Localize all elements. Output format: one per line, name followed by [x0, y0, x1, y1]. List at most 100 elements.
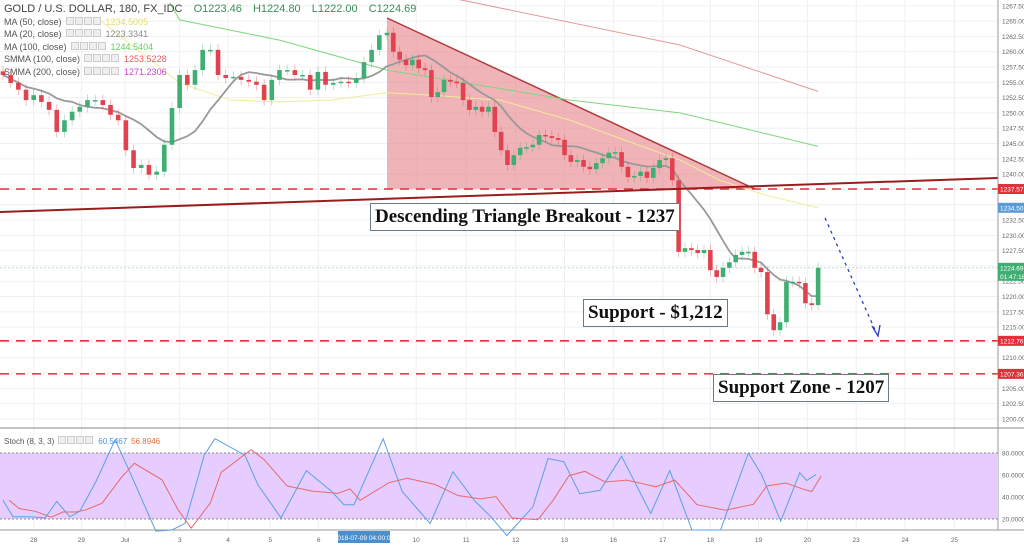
- price-tick-label: 1252.50: [1002, 95, 1024, 102]
- symbol-title[interactable]: GOLD / U.S. DOLLAR, 180, FX_IDC: [4, 3, 183, 15]
- candle-body: [714, 270, 719, 277]
- candle-body: [192, 70, 198, 85]
- candle-body: [391, 32, 396, 52]
- candle-body: [682, 248, 688, 252]
- candle-body: [765, 272, 770, 315]
- candle-body: [473, 106, 479, 110]
- candle-body: [429, 70, 434, 98]
- candle-body: [422, 68, 428, 71]
- candle-body: [574, 160, 580, 162]
- candle-body: [154, 171, 159, 175]
- candle-body: [131, 150, 136, 169]
- candle-body: [708, 250, 713, 271]
- settings-icons[interactable]: [84, 53, 120, 66]
- candle-body: [246, 79, 252, 82]
- candle-body: [31, 95, 37, 101]
- candle-body: [292, 70, 298, 75]
- indicator-label[interactable]: MA (50, close): [4, 16, 62, 27]
- candle-body: [460, 82, 466, 101]
- ohlc-open: O1223.46: [193, 3, 242, 15]
- settings-icons[interactable]: [84, 66, 120, 79]
- indicator-label[interactable]: SMMA (200, close): [4, 66, 81, 77]
- settings-icons[interactable]: [70, 41, 107, 54]
- arrow-head-icon: [871, 324, 881, 338]
- indicator-label[interactable]: MA (20, close): [4, 29, 62, 39]
- indicator-value: 1223.3341: [105, 29, 149, 39]
- candle-body: [69, 111, 75, 121]
- candle-body: [644, 171, 650, 178]
- date-tick-label: 25: [951, 537, 959, 544]
- stoch-k-line: [2, 437, 817, 537]
- smma100-line: [459, 0, 819, 92]
- candle-body: [346, 81, 351, 84]
- indicator-legend-row: SMMA (200, close) 1271.2306: [4, 66, 416, 79]
- candle-body: [441, 79, 447, 93]
- ohlc-high: H1224.80: [252, 3, 301, 15]
- price-tick-label: 1227.50: [1002, 248, 1024, 255]
- candle-body: [448, 79, 453, 82]
- candle-body: [467, 100, 472, 110]
- stoch-tick-label: 80.0000: [1002, 451, 1024, 458]
- candle-body: [315, 71, 321, 90]
- countdown-text: 01:47:18: [1000, 274, 1024, 281]
- candle-body: [505, 150, 510, 165]
- indicator-value: 1271.2306: [124, 66, 167, 77]
- candle-body: [0, 71, 6, 75]
- date-tick-label: 17: [659, 537, 667, 544]
- candle-body: [511, 155, 517, 165]
- candle-body: [612, 152, 618, 154]
- stoch-legend: Stoch (8, 3, 3) 60.5467 56.8946: [4, 436, 160, 446]
- settings-icons[interactable]: [65, 28, 102, 41]
- candle-body: [300, 74, 305, 77]
- candle-body: [361, 62, 367, 79]
- price-tick-label: 1222.50: [1002, 279, 1024, 286]
- date-tick-label: 13: [561, 537, 569, 544]
- candle-body: [587, 166, 593, 170]
- chart-legend: GOLD / U.S. DOLLAR, 180, FX_IDC O1223.46…: [4, 3, 416, 78]
- price-label-badge: [998, 184, 1024, 194]
- stoch-tick-label: 40.0000: [1002, 495, 1024, 502]
- candle-body: [746, 251, 751, 254]
- indicator-value: 1244.5404: [110, 41, 154, 52]
- date-tick-label: 12: [512, 537, 520, 544]
- indicator-label[interactable]: MA (100, close): [4, 41, 67, 52]
- candle-body: [663, 158, 669, 161]
- price-label-badge: [998, 335, 1024, 346]
- ascending-trendline: [0, 177, 999, 213]
- candle-body: [377, 35, 382, 50]
- candle-body: [269, 79, 275, 101]
- candle-body: [758, 267, 764, 273]
- candle-body: [619, 152, 624, 167]
- candle-body: [323, 71, 328, 85]
- annotation-breakout: Descending Triangle Breakout - 1237: [370, 203, 680, 231]
- price-label-text: 1212.76: [1000, 338, 1024, 345]
- stoch-label[interactable]: Stoch (8, 3, 3): [4, 436, 55, 446]
- price-tick-label: 1215.00: [1002, 325, 1024, 332]
- price-tick-label: 1202.50: [1002, 401, 1024, 408]
- candle-body: [238, 76, 244, 80]
- price-tick-label: 1260.00: [1002, 49, 1024, 56]
- settings-icons[interactable]: [58, 436, 94, 446]
- price-tick-label: 1267.50: [1002, 3, 1024, 10]
- price-tick-label: 1242.50: [1002, 156, 1024, 163]
- candle-body: [369, 49, 374, 63]
- candle-body: [23, 89, 29, 101]
- candle-body: [581, 160, 586, 167]
- price-tick-label: 1230.00: [1002, 233, 1024, 240]
- price-tick-label: 1232.50: [1002, 218, 1024, 225]
- settings-icons[interactable]: [65, 16, 102, 29]
- candle-body: [739, 251, 745, 255]
- stoch-d-line: [8, 449, 822, 530]
- ma100-line: [169, 2, 819, 147]
- candle-body: [108, 104, 113, 115]
- candle-body: [543, 134, 548, 137]
- candle-body: [803, 283, 808, 304]
- candle-body: [600, 158, 605, 164]
- indicator-label[interactable]: SMMA (100, close): [4, 54, 81, 64]
- date-tick-label: 6: [317, 537, 321, 544]
- date-tick-label: 19: [755, 537, 763, 544]
- crosshair-date-label: 2018-07-09 04:00:00: [334, 535, 395, 542]
- candle-body: [752, 251, 758, 268]
- price-label-badge: [998, 202, 1024, 213]
